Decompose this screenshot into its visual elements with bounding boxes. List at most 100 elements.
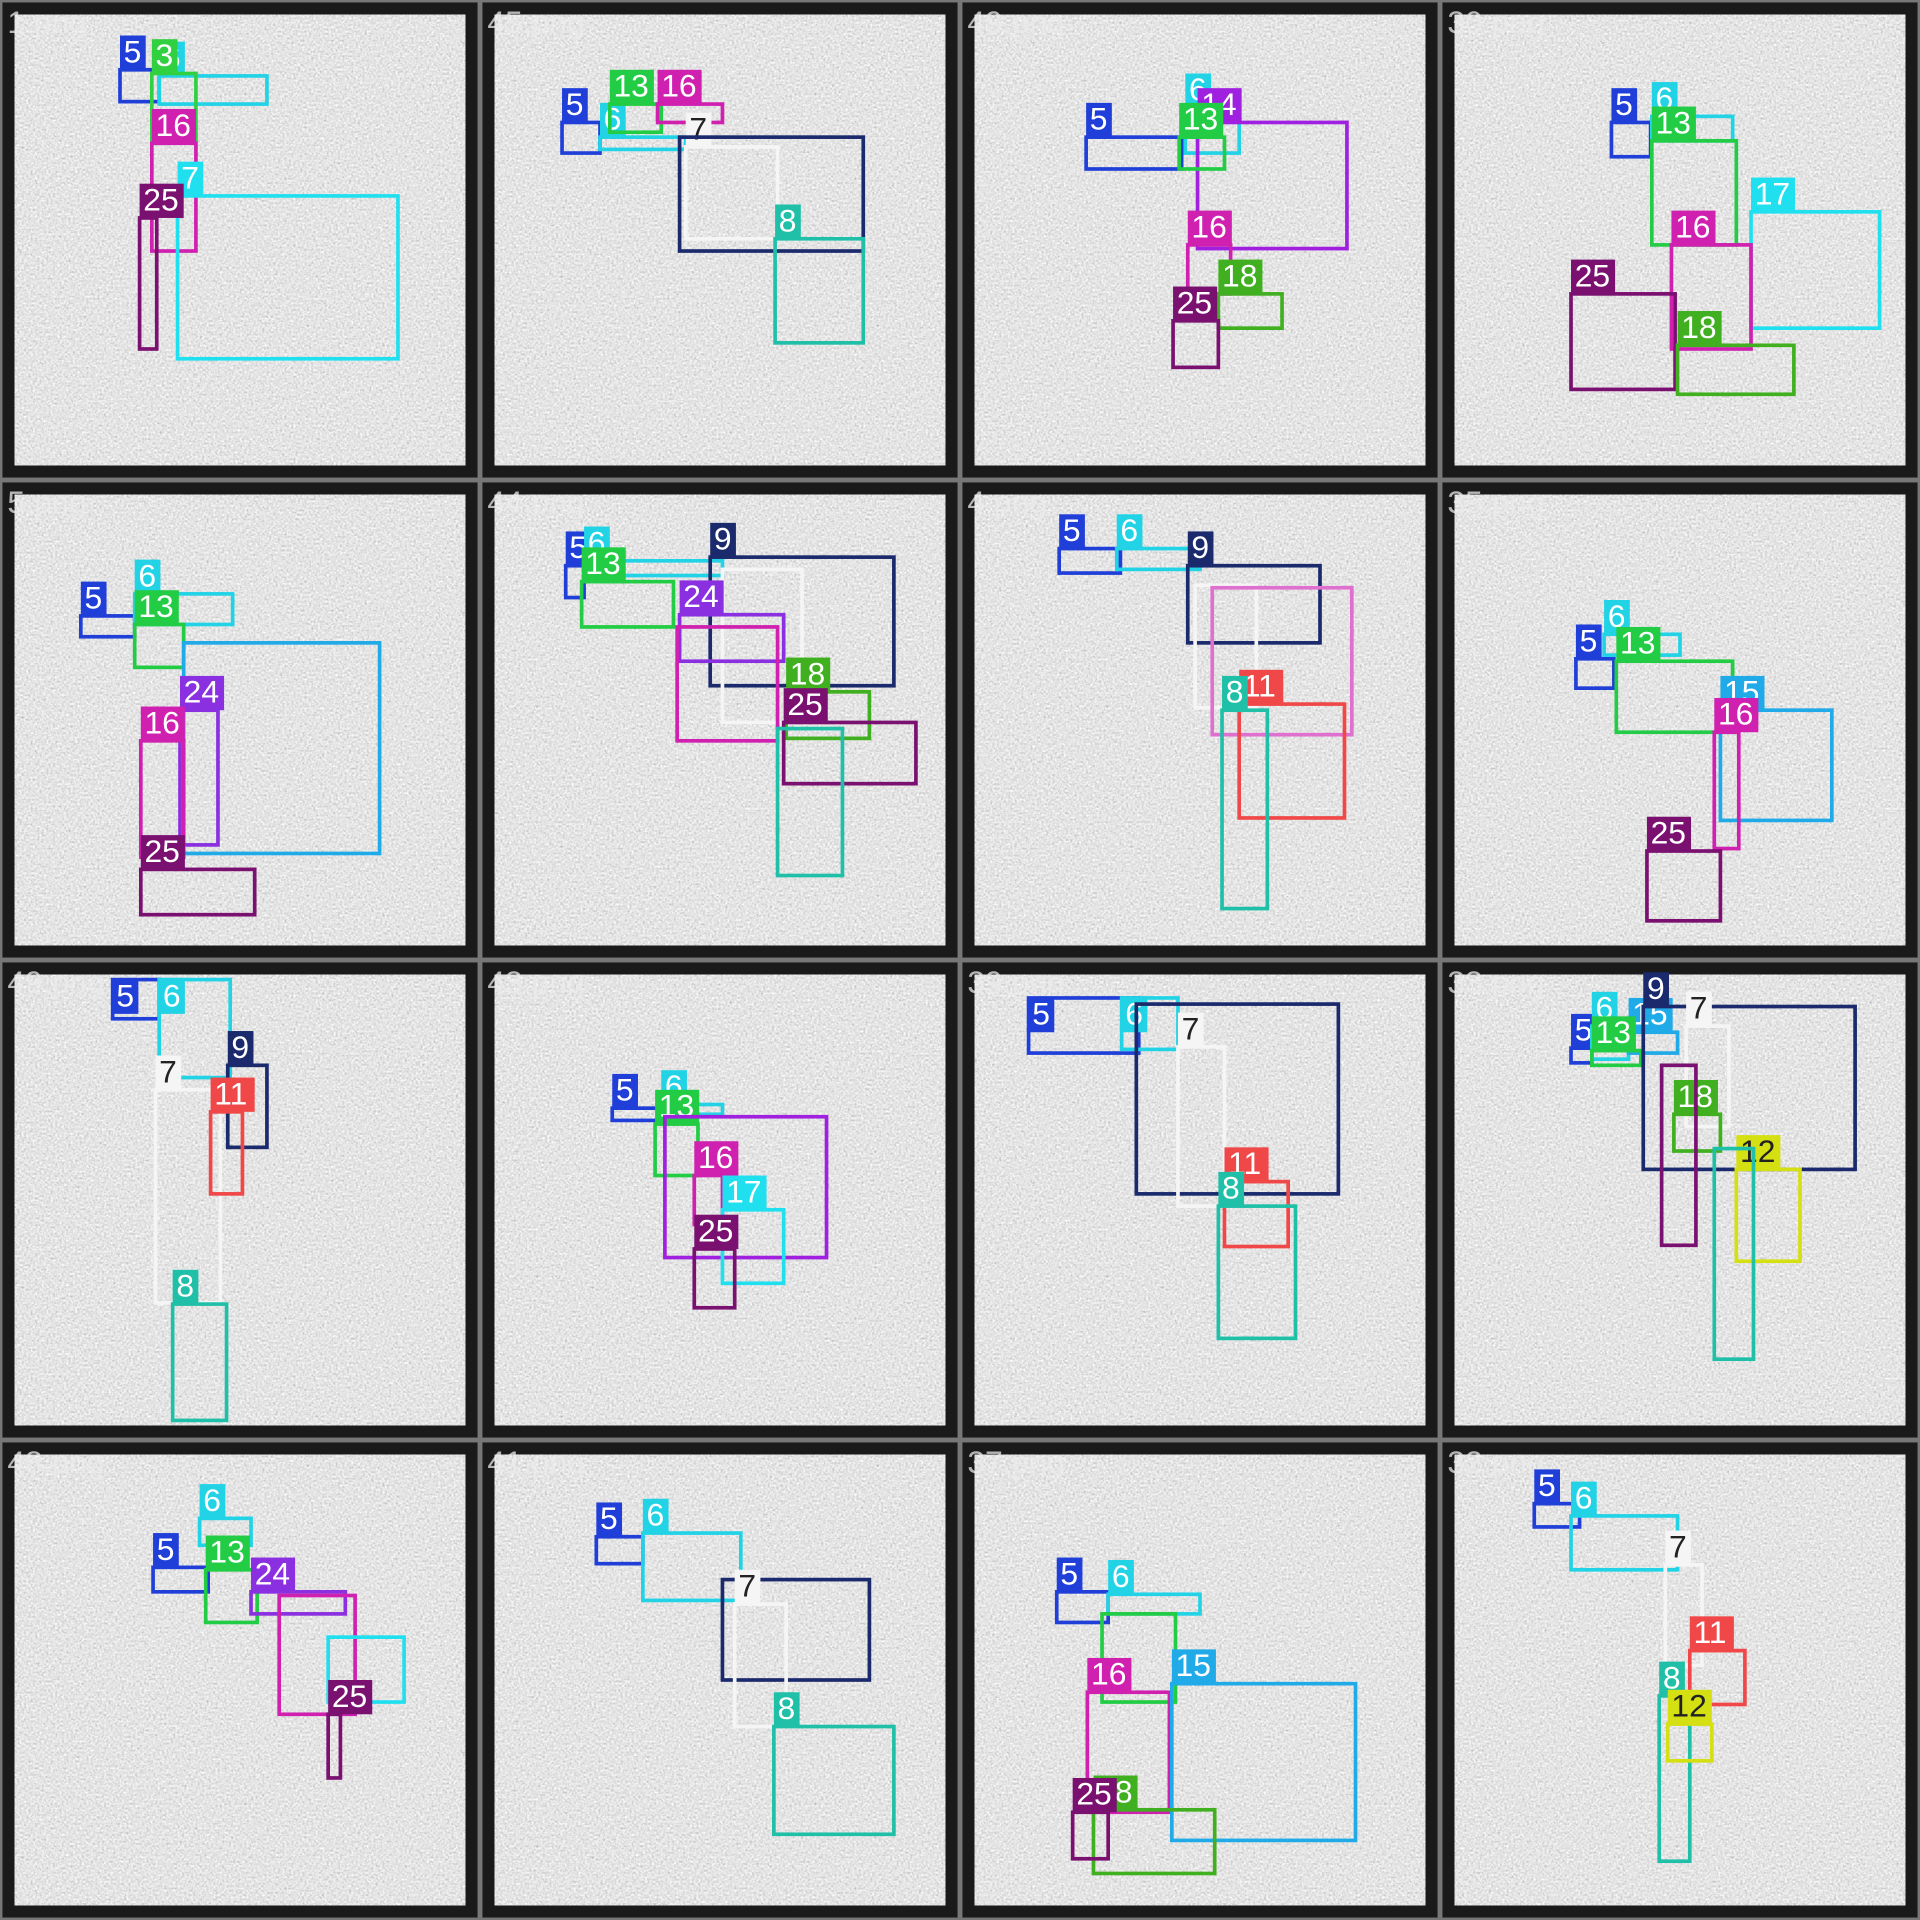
class-label: 7 [738, 1568, 756, 1604]
class-label: 24 [184, 674, 219, 710]
detection-box [1084, 135, 1184, 171]
label-background [1665, 1530, 1692, 1565]
detection-box [1185, 563, 1322, 645]
class-label: 6 [1608, 598, 1626, 634]
label-background [1218, 1171, 1245, 1207]
class-label: 6 [203, 1482, 221, 1518]
label-background [1056, 1557, 1083, 1592]
detection-box [1659, 1063, 1698, 1248]
file-name: 37.png [967, 1444, 1064, 1480]
angiogram-image [14, 1454, 466, 1906]
class-label: 16 [1091, 1656, 1126, 1692]
detection-box [157, 977, 233, 1080]
class-label: 25 [1651, 815, 1686, 851]
class-label: 16 [1675, 208, 1710, 244]
label-background [328, 1680, 373, 1715]
label-background [734, 1569, 761, 1605]
file-name: 39.png [967, 964, 1064, 1000]
class-label: 5 [1538, 1467, 1556, 1503]
class-label: 5 [1060, 1555, 1078, 1591]
image-tile: 48.png 65 13 24 25 [2, 1442, 478, 1918]
label-background [172, 1269, 199, 1305]
angiogram-image [14, 14, 466, 466]
label-background [153, 1533, 179, 1568]
label-background [1534, 1469, 1561, 1504]
detection-box [1569, 292, 1677, 392]
class-label: 7 [159, 1053, 177, 1089]
class-label: 8 [1663, 1659, 1681, 1695]
detection-box [157, 74, 269, 106]
detection-box [641, 1531, 743, 1603]
class-label: 7 [181, 159, 199, 195]
image-tile: 1.png56316725 [2, 2, 478, 478]
label-background [1686, 991, 1712, 1027]
file-name: 44.png [487, 484, 584, 520]
image-tile: 4.png 5 6 9 118 [962, 482, 1438, 958]
label-background [722, 1175, 767, 1210]
detection-box [775, 726, 845, 878]
label-background [1187, 210, 1232, 245]
label-background [151, 39, 178, 74]
label-background [609, 69, 654, 105]
label-background [1171, 1649, 1216, 1684]
label-background [657, 69, 702, 105]
label-background [205, 1535, 250, 1570]
class-label: 6 [163, 977, 181, 1013]
detection-box [1712, 1146, 1756, 1362]
class-label: 13 [1183, 101, 1218, 137]
detection-box [675, 625, 780, 743]
class-label: 11 [1243, 668, 1276, 704]
class-label: 7 [1182, 1010, 1200, 1046]
class-label: 6 [138, 557, 156, 593]
class-label: 8 [778, 1690, 796, 1726]
file-name: 30.png [1447, 4, 1544, 40]
class-label: 13 [1656, 104, 1691, 140]
class-label: 24 [683, 578, 718, 614]
class-label: 25 [332, 1678, 367, 1714]
file-name: 1.png [7, 4, 87, 40]
label-background [140, 706, 185, 741]
detection-box [677, 612, 786, 664]
class-label: 8 [1222, 1170, 1240, 1206]
class-label: 6 [1125, 996, 1143, 1032]
label-background [1177, 1012, 1204, 1047]
detection-box [277, 1593, 357, 1717]
label-background [1611, 88, 1638, 123]
label-background [710, 522, 736, 558]
file-name: 35.png [1447, 484, 1544, 520]
class-label: 25 [144, 833, 179, 869]
class-label: 13 [209, 1533, 244, 1569]
detection-box [1216, 292, 1284, 331]
class-label: 16 [144, 704, 179, 740]
class-label: 11 [1693, 1614, 1726, 1650]
label-background [251, 1557, 296, 1592]
class-label: 6 [1575, 1479, 1593, 1515]
class-label: 12 [1671, 1688, 1706, 1724]
label-background [1028, 997, 1055, 1033]
class-label: 5 [1032, 996, 1050, 1032]
detection-box [151, 1565, 211, 1594]
class-label: 5 [566, 86, 584, 122]
class-label: 5 [1063, 512, 1081, 548]
label-background [773, 1692, 800, 1727]
label-background [786, 657, 831, 692]
label-background [642, 1498, 669, 1534]
image-tile: 49.png 5 6 9 7 11 8 [2, 962, 478, 1438]
label-background [1087, 1657, 1132, 1693]
detection-box [579, 579, 676, 629]
label-background [694, 1141, 739, 1176]
image-tile: 41.png 5 6 7 8 [482, 1442, 958, 1918]
class-label: 18 [1681, 309, 1716, 345]
class-label: 13 [1596, 1014, 1631, 1050]
label-background [1591, 1016, 1636, 1051]
detection-box [1057, 546, 1123, 575]
class-label: 25 [787, 686, 822, 722]
file-name: 49.png [7, 964, 104, 1000]
